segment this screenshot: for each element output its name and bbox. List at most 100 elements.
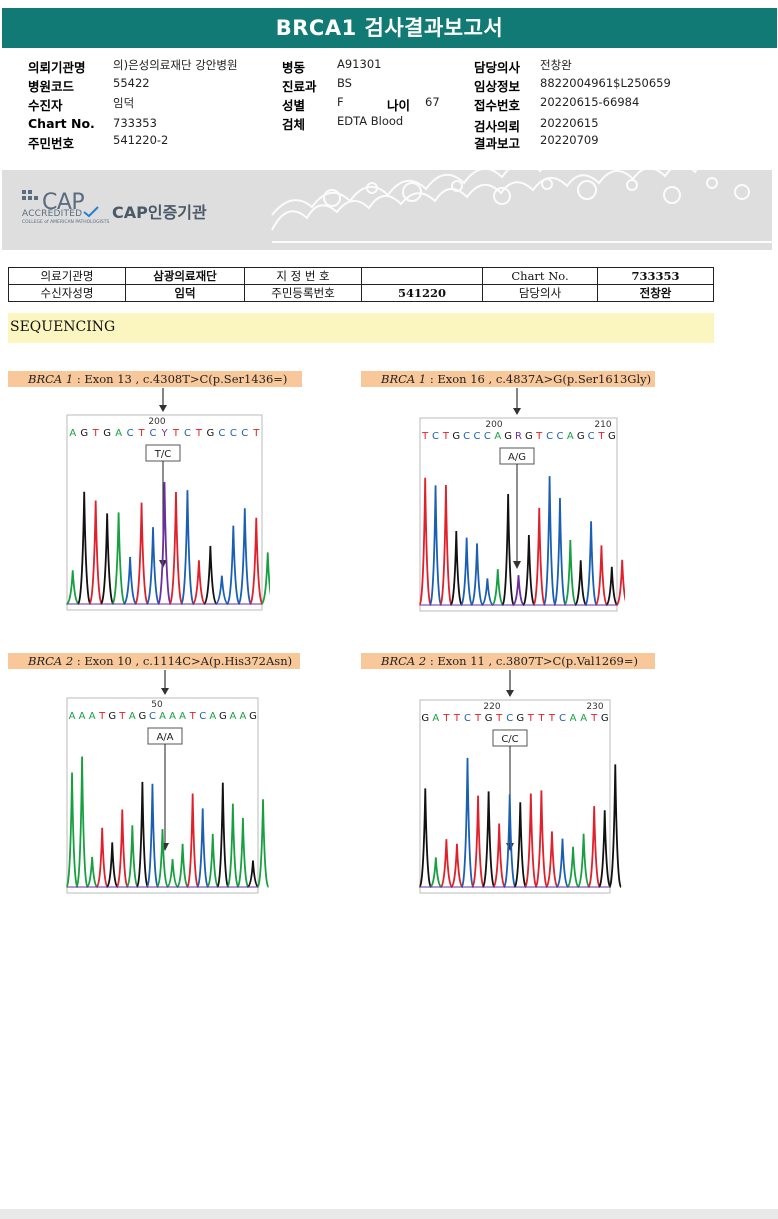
base-letter: T <box>172 428 180 439</box>
trace-peak <box>206 833 220 888</box>
section-title: SEQUENCING <box>10 319 116 335</box>
base-letter: T <box>92 428 100 439</box>
chromatogram-3: 50A A A T G T A G C A A A T C A G A A GA/A <box>65 670 270 894</box>
base-letter: A <box>69 711 76 722</box>
base-letter: C <box>546 431 553 442</box>
request-date-value: 20220615 <box>540 116 599 130</box>
variant-detail: : Exon 16 , c.4837A>G(p.Ser1613Gly) <box>426 372 652 386</box>
base-letter: C <box>230 428 237 439</box>
trace-peak <box>439 485 453 606</box>
table-cell: 전창완 <box>597 284 714 302</box>
trace-peak <box>135 781 149 888</box>
trace-peak <box>594 545 609 606</box>
age-value: 67 <box>425 95 440 109</box>
receipt-no-value: 20220615-66984 <box>540 95 640 109</box>
trace-peak <box>226 525 241 605</box>
trace-peak <box>156 829 169 888</box>
cap-accredited-text: ACCREDITED <box>22 209 83 219</box>
base-letter: G <box>207 428 215 439</box>
base-letter: T <box>195 428 203 439</box>
base-letter: R <box>515 431 522 442</box>
base-letter: T <box>474 713 482 724</box>
base-letter: C <box>484 431 491 442</box>
age-label: 나이 <box>387 98 411 113</box>
trace-peak <box>168 491 184 605</box>
wave-pattern-graphic <box>271 170 772 243</box>
position-label: 230 <box>586 702 603 712</box>
base-letter: G <box>525 431 533 442</box>
variant-detail: : Exon 11 , c.3807T>C(p.Val1269=) <box>426 654 638 668</box>
ward-value: A91301 <box>337 57 382 71</box>
base-letter: A <box>580 713 587 724</box>
trace-peak <box>88 500 103 605</box>
trace-peak <box>186 793 200 888</box>
variant-label-1: BRCA 1 : Exon 13 , c.4308T>C(p.Ser1436=) <box>8 371 302 387</box>
trace-peak <box>449 530 463 606</box>
base-letter: A <box>69 428 76 439</box>
resident-no-value: 541220-2 <box>113 133 169 147</box>
table-cell: 541220 <box>361 284 483 302</box>
base-letter: G <box>452 431 460 442</box>
base-letter: G <box>601 713 609 724</box>
trace-peak <box>608 764 622 888</box>
trace-peak <box>256 799 270 888</box>
base-letter: A <box>169 711 176 722</box>
table-cell: 담당의사 <box>482 284 598 302</box>
check-icon <box>83 206 99 218</box>
base-letter: C <box>463 431 470 442</box>
trace-peak <box>598 810 612 888</box>
base-letter: C <box>432 431 439 442</box>
cap-banner <box>2 170 772 250</box>
genotype-label: T/C <box>154 449 171 460</box>
base-letter: G <box>80 428 88 439</box>
table-cell: 의료기관명 <box>8 267 126 285</box>
chromatogram-frame <box>66 697 259 894</box>
variant-label-4: BRCA 2 : Exon 11 , c.3807T>C(p.Val1269=) <box>361 653 655 669</box>
trace-peak <box>492 823 506 888</box>
table-row: 의료기관명 삼광의료재단 지 정 번 호 Chart No. 733353 <box>8 267 714 285</box>
trace-peak <box>146 783 159 888</box>
variant-gene: BRCA 1 <box>28 372 74 386</box>
trace-peak <box>553 498 567 606</box>
base-letter: G <box>103 428 111 439</box>
department-label: 진료과 <box>282 79 317 94</box>
base-letter: G <box>421 713 429 724</box>
trace-peak <box>584 521 598 606</box>
trace-peak <box>145 527 161 605</box>
position-label: 220 <box>483 702 500 712</box>
trace-peak <box>166 859 179 888</box>
base-letter: T <box>495 713 503 724</box>
trace-peak <box>226 803 240 888</box>
base-letter: T <box>535 431 543 442</box>
trace-peak <box>615 559 625 606</box>
base-letter: C <box>184 428 191 439</box>
hospital-code-label: 병원코드 <box>28 79 75 94</box>
base-letter: A <box>115 428 122 439</box>
base-letter: T <box>98 711 106 722</box>
cap-college-text: COLLEGE of AMERICAN PATHOLOGISTS <box>22 220 110 225</box>
base-letter: T <box>537 713 545 724</box>
base-letter: G <box>608 431 616 442</box>
base-letter: C <box>559 713 566 724</box>
trace-peak <box>512 575 525 606</box>
trace-peak <box>543 476 557 606</box>
trace-peak <box>125 825 139 888</box>
base-letter: G <box>139 711 147 722</box>
base-letter: C <box>556 431 563 442</box>
patient-value: 임덕 <box>113 96 135 110</box>
base-letter: A <box>89 711 96 722</box>
ward-label: 병동 <box>282 60 306 75</box>
arrow-head-icon <box>161 688 169 695</box>
trace-peak <box>192 560 206 605</box>
base-letter: C <box>149 711 156 722</box>
report-date-value: 20220709 <box>540 133 599 147</box>
trace-peak <box>576 833 591 888</box>
clinical-info-value: 8822004961$L250659 <box>540 76 671 90</box>
trace-peak <box>563 539 577 606</box>
request-date-label: 검사의뢰 <box>474 119 521 134</box>
trace-peak <box>65 772 79 888</box>
trace-peak <box>501 493 515 606</box>
trace-peak <box>106 842 119 888</box>
trace-peak <box>605 566 618 606</box>
trace-peak <box>532 507 546 606</box>
